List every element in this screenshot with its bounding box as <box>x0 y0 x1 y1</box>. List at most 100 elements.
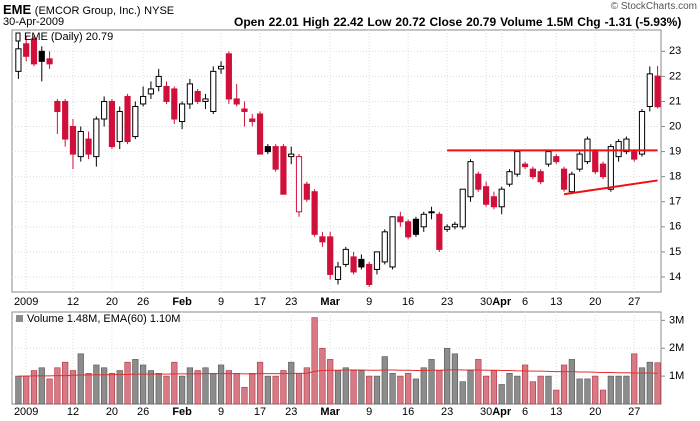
candle-body <box>46 58 53 65</box>
candle-body <box>358 258 365 268</box>
candle-body <box>444 226 451 230</box>
y-tick-label: 15 <box>669 246 681 258</box>
y-tick-label: 23 <box>669 45 681 57</box>
volume-legend: Volume 1.48M, EMA(60) 1.10M <box>27 313 180 325</box>
x-tick-label: 30 <box>480 406 492 418</box>
volume-bar <box>101 367 108 405</box>
volume-bar <box>124 361 131 405</box>
volume-bar <box>334 370 342 405</box>
volume-bar <box>69 370 77 405</box>
candle-body <box>140 95 147 105</box>
volume-bar <box>521 364 529 405</box>
volume-bar <box>568 359 575 405</box>
volume-bar <box>54 367 61 405</box>
quote-label: Chg <box>577 15 601 29</box>
candle-body <box>288 153 295 158</box>
candle-body <box>241 108 248 112</box>
quote-value: 22.01 <box>268 15 299 29</box>
candle-body <box>631 151 638 160</box>
candle-body <box>225 53 232 100</box>
volume-bar <box>272 375 279 405</box>
volume-bar <box>350 370 357 405</box>
volume-bar <box>389 373 396 405</box>
candle-body <box>38 50 45 62</box>
volume-bar <box>38 367 45 405</box>
title-row: EME (EMCOR Group, Inc.) NYSE <box>3 2 174 17</box>
candle-body <box>124 95 131 143</box>
volume-bar <box>342 367 349 405</box>
candle-body <box>568 173 575 193</box>
candle-body <box>373 251 381 270</box>
volume-bar <box>615 375 622 405</box>
candle-body <box>381 231 388 263</box>
volume-bar <box>654 362 661 405</box>
volume-bar <box>514 375 521 405</box>
candle-body <box>280 146 287 195</box>
volume-bar <box>30 370 38 405</box>
volume-bar <box>366 375 373 405</box>
candle-body <box>521 163 529 168</box>
candle-body <box>132 105 139 138</box>
legend-icon <box>15 32 21 42</box>
volume-bar <box>623 375 630 405</box>
volume-bar <box>62 361 69 405</box>
volume-bar <box>631 353 638 405</box>
trendline <box>563 179 658 196</box>
candle-body <box>155 75 162 87</box>
candle-body <box>194 90 201 102</box>
price-legend: EME (Daily) 20.79 <box>24 31 113 43</box>
symbol: EME <box>3 2 32 17</box>
x-tick-label: 13 <box>550 406 562 418</box>
quote-label: Volume <box>500 15 543 29</box>
volume-bar <box>225 370 232 405</box>
volume-bar <box>436 370 443 405</box>
candle-body <box>249 118 256 123</box>
candle-body <box>233 98 240 105</box>
volume-legend-icon <box>16 315 23 322</box>
candle-body <box>592 151 599 173</box>
y-tick-label: 19 <box>669 146 681 158</box>
candle-body <box>319 236 326 243</box>
volume-bar <box>108 373 116 405</box>
volume-bar <box>545 375 552 405</box>
price-panel <box>11 29 662 293</box>
x-tick-label: 26 <box>137 406 149 418</box>
volume-bar <box>303 367 310 405</box>
x-tick-label: 27 <box>628 406 640 418</box>
y-tick-label: 16 <box>669 221 681 233</box>
volume-bar <box>638 367 646 405</box>
volume-bar <box>327 359 334 405</box>
volume-bar <box>295 373 303 405</box>
volume-bar <box>155 373 162 405</box>
candle-body <box>77 131 84 158</box>
volume-bar <box>163 375 170 405</box>
volume-bar <box>490 370 498 405</box>
x-tick-label: 20 <box>589 296 601 308</box>
candle-body <box>436 213 443 250</box>
candle-body <box>459 188 466 228</box>
candle-body <box>303 183 310 200</box>
volume-bar <box>85 373 92 405</box>
x-tick-label: 27 <box>628 296 640 308</box>
volume-bar <box>202 367 209 405</box>
y-tick-label: 22 <box>669 70 681 82</box>
candle-body <box>108 100 116 148</box>
candle-body <box>506 171 513 185</box>
x-tick-label: Feb <box>172 296 192 308</box>
candle-body <box>467 161 474 198</box>
volume-bar <box>171 361 178 405</box>
candle-body <box>327 236 334 275</box>
x-tick-label: 23 <box>441 296 453 308</box>
candle-body <box>264 146 271 153</box>
volume-bar <box>576 378 583 405</box>
volume-bar <box>537 375 544 405</box>
x-tick-label: 9 <box>366 296 372 308</box>
candle-body <box>116 110 123 143</box>
y-tick-label: 2M <box>669 342 684 354</box>
volume-bar <box>420 367 427 405</box>
candle-body <box>529 168 536 178</box>
candle-body <box>217 65 225 70</box>
x-tick-label: Apr <box>492 406 512 418</box>
x-tick-label: 13 <box>550 296 562 308</box>
exchange: NYSE <box>144 5 175 17</box>
